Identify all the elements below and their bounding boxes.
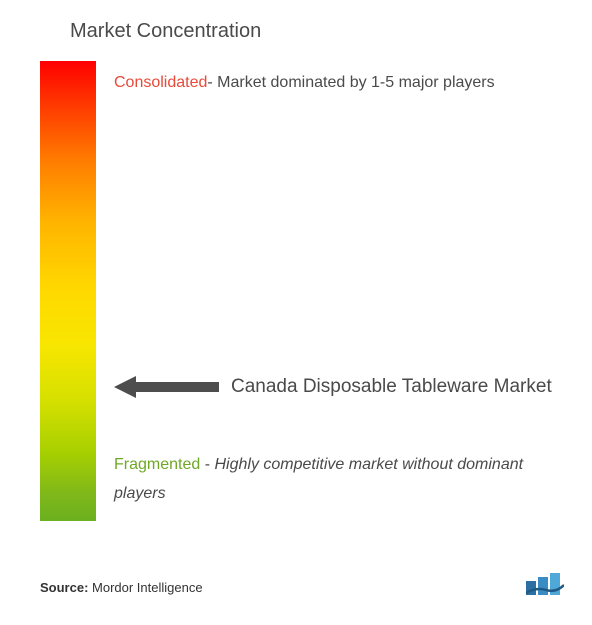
fragmented-separator: -: [200, 456, 214, 473]
consolidated-label: Consolidated- Market dominated by 1-5 ma…: [114, 69, 572, 96]
chart-content: Consolidated- Market dominated by 1-5 ma…: [40, 61, 582, 521]
arrow-left-icon: [114, 376, 219, 398]
market-name: Canada Disposable Tableware Market: [231, 374, 572, 401]
source-label: Source:: [40, 580, 88, 595]
source-attribution: Source: Mordor Intelligence: [40, 580, 203, 595]
fragmented-label: Fragmented - Highly competitive market w…: [114, 451, 572, 509]
source-value: Mordor Intelligence: [88, 580, 202, 595]
fragmented-keyword: Fragmented: [114, 456, 200, 473]
consolidated-description: - Market dominated by 1-5 major players: [207, 74, 494, 91]
mordor-logo-icon: [526, 573, 564, 597]
market-indicator: Canada Disposable Tableware Market: [114, 374, 572, 401]
text-area: Consolidated- Market dominated by 1-5 ma…: [96, 61, 582, 521]
chart-title: Market Concentration: [70, 20, 582, 43]
concentration-gradient-bar: [40, 61, 96, 521]
consolidated-keyword: Consolidated: [114, 74, 207, 91]
